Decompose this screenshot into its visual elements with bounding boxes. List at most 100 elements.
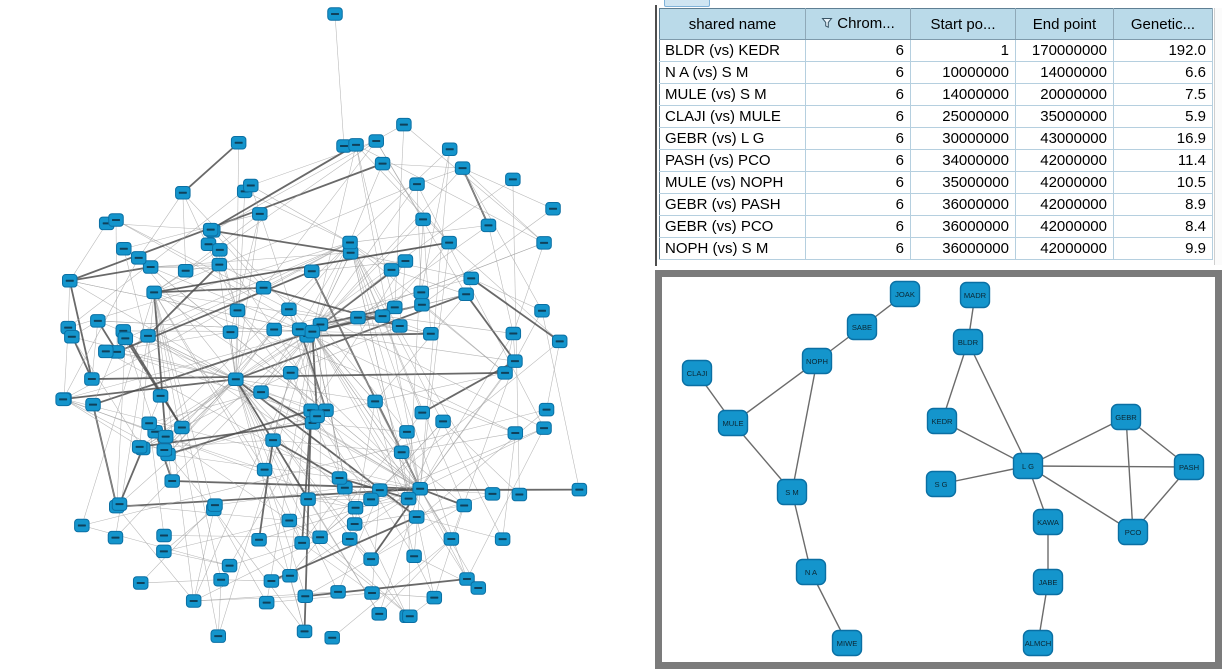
hairball-node[interactable]	[454, 161, 471, 175]
hairball-node[interactable]	[157, 429, 174, 444]
network-node-sabe[interactable]: SABE	[846, 313, 878, 341]
hairball-node[interactable]	[318, 403, 334, 417]
hairball-node[interactable]	[282, 568, 298, 583]
hairball-node[interactable]	[304, 264, 320, 278]
hairball-node[interactable]	[146, 285, 162, 300]
hairball-node[interactable]	[414, 298, 430, 312]
hairball-node[interactable]	[571, 482, 588, 497]
hairball-node[interactable]	[408, 510, 425, 524]
column-header-start-po-[interactable]: Start po...	[910, 8, 1016, 40]
hairball-node[interactable]	[374, 156, 391, 171]
network-edge[interactable]	[1027, 465, 1190, 468]
hairball-node[interactable]	[266, 322, 282, 337]
hairball-node[interactable]	[331, 471, 348, 485]
hairball-node[interactable]	[55, 392, 71, 407]
network-node-almch[interactable]: ALMCH	[1022, 629, 1054, 657]
hairball-node[interactable]	[309, 409, 325, 423]
network-node-noph[interactable]: NOPH	[801, 347, 833, 375]
hairball-node[interactable]	[107, 530, 124, 545]
hairball-node[interactable]	[397, 254, 414, 268]
hairball-node[interactable]	[413, 285, 430, 300]
network-node-gebr[interactable]: GEBR	[1110, 403, 1142, 431]
hairball-node[interactable]	[140, 329, 156, 343]
hairball-node[interactable]	[392, 319, 408, 333]
column-header-shared-name[interactable]: shared name	[659, 8, 806, 40]
hairball-node[interactable]	[463, 271, 479, 286]
hairball-node[interactable]	[393, 445, 410, 459]
hairball-node[interactable]	[296, 624, 313, 639]
hairball-node[interactable]	[312, 530, 328, 544]
hairball-node[interactable]	[324, 631, 340, 645]
hairball-node[interactable]	[90, 314, 106, 328]
overlap-network-canvas[interactable]: JOAK MADR SABE BLDR NOPH CLAJI KEDR GEBR MULE L G…	[662, 277, 1215, 662]
hairball-node[interactable]	[85, 397, 101, 412]
hairball-node[interactable]	[156, 544, 172, 559]
hairball-node[interactable]	[551, 334, 568, 349]
hairball-node[interactable]	[371, 607, 387, 621]
hairball-node[interactable]	[263, 574, 280, 588]
hairball-node[interactable]	[300, 492, 316, 506]
hairball-node[interactable]	[505, 172, 521, 187]
hairball-node[interactable]	[258, 595, 275, 610]
network-edge[interactable]	[791, 360, 818, 493]
network-edge[interactable]	[967, 341, 1029, 467]
hairball-node[interactable]	[484, 487, 501, 501]
network-node-bldr[interactable]: BLDR	[952, 328, 984, 356]
hairball-node[interactable]	[346, 517, 363, 531]
hairball-node[interactable]	[222, 325, 239, 339]
hairball-node[interactable]	[175, 186, 191, 200]
hairball-node[interactable]	[207, 498, 223, 512]
hairball-node[interactable]	[210, 629, 227, 643]
table-scrollbar[interactable]	[1214, 8, 1222, 265]
hairball-node[interactable]	[396, 117, 412, 132]
hairball-node[interactable]	[400, 491, 417, 506]
table-row[interactable]: MULE (vs) S M 6 14000000 20000000 7.5	[659, 83, 1213, 106]
network-node-kawa[interactable]: KAWA	[1032, 508, 1064, 536]
hairball-node[interactable]	[347, 501, 364, 515]
hairball-node[interactable]	[441, 235, 457, 250]
hairball-node[interactable]	[480, 218, 497, 233]
hairball-node[interactable]	[164, 474, 180, 488]
hairball-node[interactable]	[98, 344, 114, 359]
hairball-node[interactable]	[507, 426, 524, 440]
hairball-node[interactable]	[152, 389, 169, 403]
network-node-madr[interactable]: MADR	[959, 281, 991, 309]
network-edge[interactable]	[1027, 465, 1134, 533]
hairball-node[interactable]	[111, 497, 128, 511]
network-edge[interactable]	[1125, 416, 1134, 533]
hairball-node[interactable]	[545, 201, 561, 216]
hairball-node[interactable]	[330, 585, 346, 599]
column-header-chrom-[interactable]: Chrom...	[805, 8, 911, 40]
hairball-node[interactable]	[185, 594, 202, 608]
network-node-kedr[interactable]: KEDR	[926, 407, 958, 435]
hairball-node[interactable]	[74, 518, 90, 533]
table-row[interactable]: PASH (vs) PCO 6 34000000 42000000 11.4	[659, 149, 1213, 172]
hairball-node[interactable]	[536, 421, 552, 435]
hairball-node[interactable]	[281, 302, 297, 317]
hairball-node[interactable]	[130, 251, 147, 265]
hairball-node[interactable]	[536, 236, 552, 250]
main-network-canvas[interactable]	[0, 0, 655, 669]
hairball-node[interactable]	[281, 513, 298, 528]
hairball-node[interactable]	[177, 264, 194, 278]
network-node-n-a[interactable]: N A	[795, 558, 827, 586]
hairball-node[interactable]	[364, 586, 380, 600]
hairball-node[interactable]	[415, 212, 431, 227]
hairball-node[interactable]	[211, 257, 228, 272]
hairball-node[interactable]	[212, 243, 228, 257]
hairball-node[interactable]	[156, 443, 173, 457]
hairball-node[interactable]	[141, 416, 157, 430]
hairball-node[interactable]	[497, 366, 513, 380]
hairball-node[interactable]	[84, 372, 100, 386]
hairball-node[interactable]	[243, 178, 259, 193]
hairball-node[interactable]	[406, 549, 422, 563]
hairball-node[interactable]	[221, 558, 238, 573]
table-row[interactable]: BLDR (vs) KEDR 6 1 170000000 192.0	[659, 39, 1213, 62]
hairball-node[interactable]	[213, 572, 229, 587]
hairball-node[interactable]	[294, 536, 310, 550]
hairball-node[interactable]	[363, 492, 379, 507]
network-node-joak[interactable]: JOAK	[889, 280, 921, 308]
hairball-node[interactable]	[282, 365, 299, 380]
hairball-node[interactable]	[538, 402, 555, 417]
hairball-node[interactable]	[348, 138, 364, 152]
